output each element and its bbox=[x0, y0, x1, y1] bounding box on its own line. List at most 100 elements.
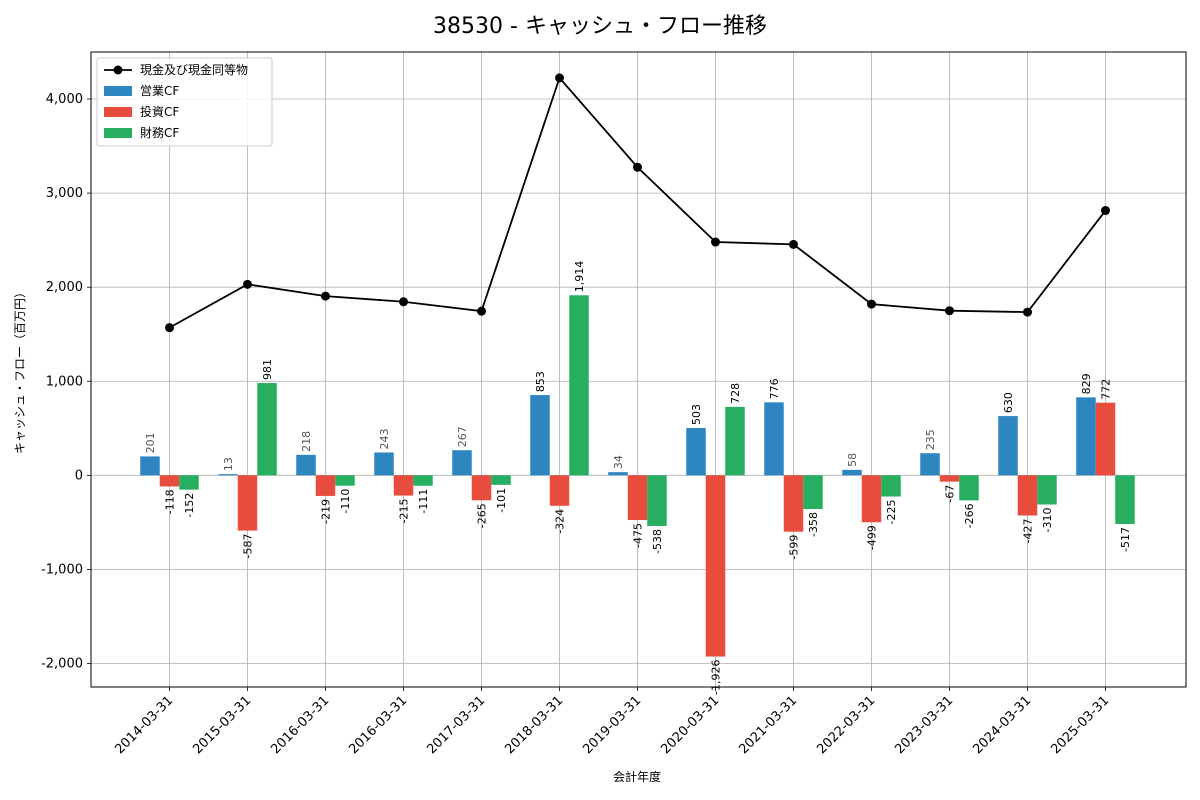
bar-financing bbox=[413, 475, 433, 486]
x-tick-label: 2016-03-31 bbox=[268, 693, 332, 757]
bar-investing bbox=[315, 475, 336, 496]
bar-investing bbox=[159, 475, 180, 487]
bar-operating bbox=[998, 416, 1018, 476]
legend-label: 営業CF bbox=[140, 84, 179, 98]
y-axis-label: キャッシュ・フロー（百万円） bbox=[13, 286, 27, 454]
x-tick-label: 2021-03-31 bbox=[736, 693, 800, 757]
x-tick-label: 2015-03-31 bbox=[190, 693, 254, 757]
bar-financing bbox=[1037, 475, 1057, 505]
bar-value-label: 1,914 bbox=[573, 261, 586, 293]
bar-investing bbox=[939, 475, 960, 482]
bar-investing bbox=[237, 475, 258, 531]
y-tick-label: 3,000 bbox=[46, 186, 83, 201]
bar-operating bbox=[842, 469, 862, 476]
legend-bar-swatch bbox=[104, 128, 132, 138]
bar-value-label: -265 bbox=[476, 503, 489, 528]
bar-value-label: 235 bbox=[924, 429, 937, 450]
cash-line-point bbox=[711, 237, 720, 247]
legend-bar-swatch bbox=[104, 86, 132, 96]
cash-line-point bbox=[399, 297, 408, 307]
legend-line-marker bbox=[113, 65, 123, 75]
bar-investing bbox=[393, 475, 414, 496]
bar-investing bbox=[471, 475, 492, 501]
bar-financing bbox=[725, 406, 745, 476]
bar-financing bbox=[959, 475, 979, 501]
legend-label: 投資CF bbox=[140, 104, 179, 119]
y-tick-label: 1,000 bbox=[46, 374, 83, 389]
bar-value-label: -101 bbox=[495, 488, 508, 513]
bar-value-label: -118 bbox=[164, 489, 177, 514]
bar-value-label: 776 bbox=[768, 378, 781, 399]
bar-investing bbox=[549, 475, 570, 506]
bars bbox=[140, 295, 1135, 657]
bar-value-label: 34 bbox=[612, 455, 625, 469]
cash-line-point bbox=[321, 291, 330, 301]
bar-financing bbox=[803, 475, 823, 510]
bar-value-label: 981 bbox=[261, 359, 274, 380]
bar-investing bbox=[861, 475, 882, 523]
bar-labels: 201 13 218 243 267 853 34 503 776 58 235 630 829 -118… bbox=[144, 261, 1132, 695]
y-tick-label: -1,000 bbox=[41, 562, 83, 577]
bar-financing bbox=[647, 475, 667, 526]
cash-line-point bbox=[1023, 307, 1032, 317]
bar-value-label: 58 bbox=[846, 453, 859, 467]
bar-financing bbox=[179, 475, 199, 490]
x-tick-label: 2022-03-31 bbox=[814, 693, 878, 757]
bar-value-label: -499 bbox=[866, 525, 879, 550]
x-tick-label: 2023-03-31 bbox=[892, 693, 956, 757]
legend-label: 財務CF bbox=[140, 125, 179, 140]
bar-operating bbox=[530, 395, 550, 476]
bar-investing bbox=[783, 475, 804, 532]
bar-value-label: -67 bbox=[944, 485, 957, 503]
bar-operating bbox=[218, 474, 238, 476]
bar-financing bbox=[881, 475, 901, 497]
bar-investing bbox=[1017, 475, 1038, 516]
plot-frame bbox=[90, 51, 1187, 688]
legend-label: 現金及び現金同等物 bbox=[140, 62, 248, 77]
bar-value-label: 630 bbox=[1002, 392, 1015, 413]
bar-value-label: 218 bbox=[300, 431, 313, 452]
legend-box bbox=[96, 57, 273, 147]
x-tick-label: 2014-03-31 bbox=[112, 693, 176, 757]
bar-financing bbox=[569, 295, 589, 476]
bar-value-label: 13 bbox=[222, 457, 235, 471]
bar-value-label: -427 bbox=[1022, 519, 1035, 544]
cash-line-point bbox=[555, 73, 564, 83]
bar-value-label: -215 bbox=[398, 499, 411, 524]
bar-value-label: 267 bbox=[456, 426, 469, 447]
bar-value-label: 853 bbox=[534, 371, 547, 392]
bar-operating bbox=[608, 472, 628, 476]
bar-value-label: -538 bbox=[651, 529, 664, 554]
y-tick-label: -2,000 bbox=[41, 656, 83, 671]
cash-line-point bbox=[867, 299, 876, 309]
bar-value-label: 243 bbox=[378, 428, 391, 449]
bar-value-label: -599 bbox=[788, 535, 801, 560]
bar-value-label: -310 bbox=[1041, 507, 1054, 532]
cash-line-point bbox=[1101, 206, 1110, 216]
x-tick-label: 2019-03-31 bbox=[580, 693, 644, 757]
bar-operating bbox=[140, 456, 160, 476]
bar-value-label: 829 bbox=[1080, 373, 1093, 394]
bar-investing bbox=[627, 475, 648, 521]
cash-line-point bbox=[789, 239, 798, 249]
bar-value-label: -475 bbox=[632, 523, 645, 548]
x-tick-label: 2025-03-31 bbox=[1048, 693, 1112, 757]
bar-operating bbox=[374, 452, 394, 476]
bar-financing bbox=[257, 383, 277, 476]
chart-title: 38530 - キャッシュ・フロー推移 bbox=[433, 14, 767, 39]
bar-value-label: -358 bbox=[807, 512, 820, 537]
bar-value-label: -587 bbox=[242, 534, 255, 559]
bar-operating bbox=[296, 454, 316, 476]
bar-value-label: 728 bbox=[729, 383, 742, 404]
cash-line-point bbox=[243, 279, 252, 289]
bar-value-label: -266 bbox=[963, 503, 976, 528]
bar-operating bbox=[686, 428, 706, 476]
cash-line-point bbox=[477, 306, 486, 316]
x-tick-label: 2016-03-31 bbox=[346, 693, 410, 757]
cash-line-point bbox=[945, 306, 954, 316]
bar-operating bbox=[1076, 397, 1096, 476]
bar-investing bbox=[1095, 402, 1116, 476]
x-tick-label: 2024-03-31 bbox=[970, 693, 1034, 757]
